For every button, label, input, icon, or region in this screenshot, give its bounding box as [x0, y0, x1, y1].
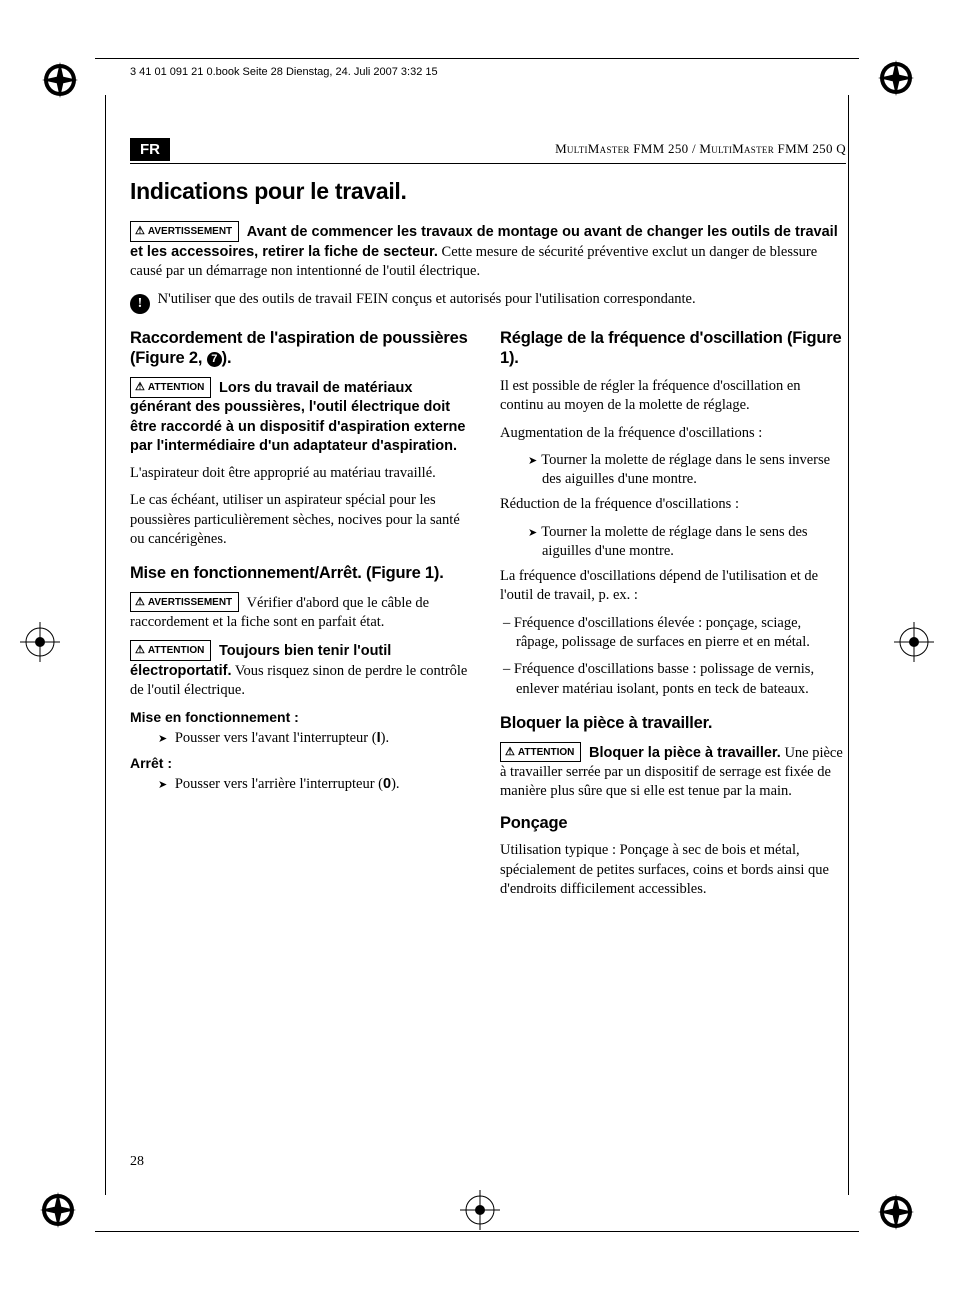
freq-high-item: Fréquence d'oscillations élevée : ponçag… — [500, 614, 846, 653]
left-para-vacuum: L'aspirateur doit être approprié au maté… — [130, 464, 476, 483]
figure-ref-number-icon: 7 — [207, 352, 222, 367]
document-meta: 3 41 01 091 21 0.book Seite 28 Dienstag,… — [130, 66, 438, 78]
label-power-on: Mise en fonctionnement : — [130, 708, 476, 727]
attention-tag-icon: ATTENTION — [130, 640, 211, 661]
right-para-sanding: Utilisation typique : Ponçage à sec de b… — [500, 841, 846, 899]
registration-mark-ml-icon — [20, 622, 60, 662]
header-divider — [130, 163, 846, 164]
right-para-freq-depends: La fréquence d'oscillations dépend de l'… — [500, 567, 846, 606]
registration-mark-br-icon — [876, 1192, 916, 1232]
registration-mark-tl-icon — [40, 60, 80, 100]
right-para-freq-increase: Augmentation de la fréquence d'oscillati… — [500, 424, 846, 443]
two-column-layout: Raccordement de l'aspiration de poussièr… — [130, 328, 846, 907]
warning-tag-icon: AVERTISSEMENT — [130, 592, 239, 613]
step-power-on: Pousser vers l'avant l'interrupteur (I). — [130, 729, 476, 748]
page-number: 28 — [130, 1154, 144, 1170]
registration-mark-tr-icon — [876, 58, 916, 98]
top-warning-block: AVERTISSEMENT Avant de commencer les tra… — [130, 221, 846, 282]
attention-hold-block: ATTENTION Toujours bien tenir l'outil él… — [130, 640, 476, 700]
attention-tag-icon: ATTENTION — [130, 377, 211, 398]
registration-mark-mr-icon — [894, 622, 934, 662]
crop-line-right — [848, 95, 849, 1195]
step-turn-cw: Tourner la molette de réglage dans le se… — [500, 523, 846, 562]
attention-clamp-block: ATTENTION Bloquer la pièce à travailler.… — [500, 742, 846, 802]
language-badge: FR — [130, 138, 170, 161]
info-block: ! N'utiliser que des outils de travail F… — [130, 290, 846, 314]
registration-mark-bl-icon — [38, 1190, 78, 1230]
crop-line-left — [105, 95, 106, 1195]
left-column: Raccordement de l'aspiration de poussièr… — [130, 328, 476, 907]
attention-tag-icon: ATTENTION — [500, 742, 581, 763]
left-heading-onoff: Mise en fonctionnement/Arrêt. (Figure 1)… — [130, 563, 476, 584]
right-heading-clamp: Bloquer la pièce à travailler. — [500, 713, 846, 734]
crop-line-bottom — [95, 1231, 859, 1232]
info-text: N'utiliser que des outils de travail FEI… — [158, 291, 696, 307]
step-power-off: Pousser vers l'arrière l'interrupteur (0… — [130, 775, 476, 794]
page-title: Indications pour le travail. — [130, 178, 846, 205]
registration-mark-bm-icon — [460, 1190, 500, 1230]
right-column: Réglage de la fréquence d'oscillation (F… — [500, 328, 846, 907]
left-para-special-vacuum: Le cas échéant, utiliser un aspirateur s… — [130, 491, 476, 549]
step-turn-ccw: Tourner la molette de réglage dans le se… — [500, 451, 846, 490]
freq-low-item: Fréquence d'oscillations basse : polissa… — [500, 660, 846, 699]
right-para-freq-decrease: Réduction de la fréquence d'oscillations… — [500, 495, 846, 514]
attention-clamp-bold: Bloquer la pièce à travailler. — [589, 745, 781, 761]
crop-line-top — [95, 58, 859, 59]
warn-cable-block: AVERTISSEMENT Vérifier d'abord que le câ… — [130, 592, 476, 633]
left-heading-dust: Raccordement de l'aspiration de poussièr… — [130, 328, 476, 369]
warning-tag-icon: AVERTISSEMENT — [130, 221, 239, 242]
right-heading-sanding: Ponçage — [500, 813, 846, 835]
right-heading-frequency: Réglage de la fréquence d'oscillation (F… — [500, 328, 846, 369]
right-para-freq-intro: Il est possible de régler la fréquence d… — [500, 377, 846, 416]
product-header: MultiMaster FMM 250 / MultiMaster FMM 25… — [130, 141, 846, 157]
page-content: FR MultiMaster FMM 250 / MultiMaster FMM… — [130, 138, 846, 1180]
label-power-off: Arrêt : — [130, 754, 476, 773]
info-icon: ! — [130, 294, 150, 314]
attention-dust-block: ATTENTION Lors du travail de matériaux g… — [130, 377, 476, 456]
